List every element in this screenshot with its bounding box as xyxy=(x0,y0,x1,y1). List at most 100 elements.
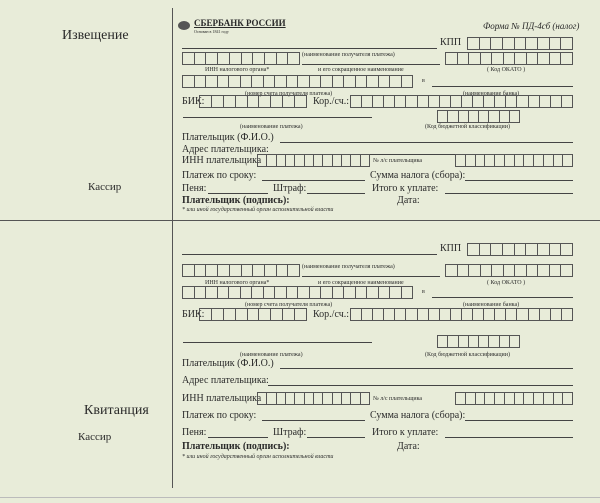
digit-cell[interactable] xyxy=(224,96,236,107)
digit-cell[interactable] xyxy=(429,96,440,107)
digit-cell[interactable] xyxy=(264,287,275,298)
digit-cell[interactable] xyxy=(288,265,299,276)
digit-cell[interactable] xyxy=(265,53,277,64)
digit-cell[interactable] xyxy=(515,265,527,276)
digit-cell[interactable] xyxy=(485,393,495,404)
digit-cell[interactable] xyxy=(271,309,284,320)
digit-cell[interactable] xyxy=(259,96,272,107)
digit-cell[interactable] xyxy=(310,287,321,298)
digit-cell[interactable] xyxy=(373,96,385,107)
digit-cell[interactable] xyxy=(550,265,562,276)
digit-cell[interactable] xyxy=(563,393,572,404)
digit-cell[interactable] xyxy=(446,265,458,276)
digit-cell[interactable] xyxy=(429,309,440,320)
digit-cell[interactable] xyxy=(195,287,206,298)
digit-cell[interactable] xyxy=(288,53,299,64)
digit-cell[interactable] xyxy=(259,309,272,320)
digit-cell[interactable] xyxy=(538,38,550,49)
digit-cell[interactable] xyxy=(241,76,252,87)
bank-name-line[interactable] xyxy=(432,86,573,87)
digit-cell[interactable] xyxy=(351,155,361,166)
digit-cell[interactable] xyxy=(469,265,481,276)
digit-cell[interactable] xyxy=(267,155,277,166)
digit-cell[interactable] xyxy=(517,96,529,107)
digit-cell[interactable] xyxy=(515,155,525,166)
digit-cell[interactable] xyxy=(248,309,260,320)
digit-cell[interactable] xyxy=(515,244,527,255)
digit-cell[interactable] xyxy=(351,393,361,404)
digit-cell[interactable] xyxy=(384,309,396,320)
digit-cell[interactable] xyxy=(230,53,242,64)
digit-cell[interactable] xyxy=(218,53,230,64)
digit-cell[interactable] xyxy=(538,53,550,64)
digit-cell[interactable] xyxy=(524,155,534,166)
tax-sum-line[interactable] xyxy=(465,180,573,181)
digit-cell[interactable] xyxy=(524,393,534,404)
digit-cell[interactable] xyxy=(479,111,490,122)
digit-cell[interactable] xyxy=(252,287,264,298)
digit-cell[interactable] xyxy=(529,309,540,320)
digit-cell[interactable] xyxy=(448,111,459,122)
digit-cell[interactable] xyxy=(495,155,505,166)
digit-cell[interactable] xyxy=(561,53,572,64)
digit-cell[interactable] xyxy=(195,265,207,276)
digit-cell[interactable] xyxy=(373,309,385,320)
digit-cell[interactable] xyxy=(236,96,248,107)
digit-cell[interactable] xyxy=(492,265,504,276)
digit-cell[interactable] xyxy=(367,76,379,87)
digit-cell[interactable] xyxy=(183,287,195,298)
digit-cell[interactable] xyxy=(323,155,333,166)
digit-cell[interactable] xyxy=(451,309,462,320)
digit-cell[interactable] xyxy=(224,309,236,320)
short-name-line[interactable] xyxy=(302,276,440,277)
digit-cell[interactable] xyxy=(495,96,507,107)
digit-cell[interactable] xyxy=(418,309,429,320)
digit-cell[interactable] xyxy=(252,76,264,87)
digit-cell[interactable] xyxy=(491,244,504,255)
digit-cell[interactable] xyxy=(538,265,550,276)
digit-cell[interactable] xyxy=(183,265,195,276)
digit-cell[interactable] xyxy=(406,309,418,320)
digit-cell[interactable] xyxy=(529,96,540,107)
digit-cell[interactable] xyxy=(469,336,479,347)
digit-cell[interactable] xyxy=(298,76,310,87)
payment-term-line[interactable] xyxy=(262,420,365,421)
digit-cell[interactable] xyxy=(277,393,286,404)
digit-cell[interactable] xyxy=(526,38,539,49)
recipient-name-line[interactable] xyxy=(182,48,437,49)
digit-cell[interactable] xyxy=(264,76,275,87)
digit-cell[interactable] xyxy=(561,38,572,49)
digit-cell[interactable] xyxy=(200,96,212,107)
payer-name-line[interactable] xyxy=(280,368,573,369)
digit-cell[interactable] xyxy=(379,287,390,298)
payer-account-boxes[interactable] xyxy=(455,392,573,405)
digit-cell[interactable] xyxy=(230,265,242,276)
digit-cell[interactable] xyxy=(550,244,562,255)
digit-cell[interactable] xyxy=(534,393,544,404)
digit-cell[interactable] xyxy=(458,265,470,276)
digit-cell[interactable] xyxy=(476,393,486,404)
digit-cell[interactable] xyxy=(503,244,515,255)
digit-cell[interactable] xyxy=(476,155,486,166)
digit-cell[interactable] xyxy=(333,155,342,166)
digit-cell[interactable] xyxy=(321,76,333,87)
digit-cell[interactable] xyxy=(295,155,305,166)
digit-cell[interactable] xyxy=(283,309,296,320)
digit-cell[interactable] xyxy=(342,393,352,404)
digit-cell[interactable] xyxy=(458,53,470,64)
corr-account-boxes[interactable] xyxy=(350,95,573,108)
digit-cell[interactable] xyxy=(229,287,241,298)
digit-cell[interactable] xyxy=(504,53,516,64)
digit-cell[interactable] xyxy=(395,309,407,320)
digit-cell[interactable] xyxy=(218,76,229,87)
digit-cell[interactable] xyxy=(333,76,344,87)
digit-cell[interactable] xyxy=(248,96,260,107)
digit-cell[interactable] xyxy=(462,309,474,320)
digit-cell[interactable] xyxy=(451,96,462,107)
digit-cell[interactable] xyxy=(506,309,518,320)
digit-cell[interactable] xyxy=(481,53,493,64)
digit-cell[interactable] xyxy=(283,96,296,107)
digit-cell[interactable] xyxy=(468,38,480,49)
digit-cell[interactable] xyxy=(406,96,418,107)
digit-cell[interactable] xyxy=(491,38,504,49)
